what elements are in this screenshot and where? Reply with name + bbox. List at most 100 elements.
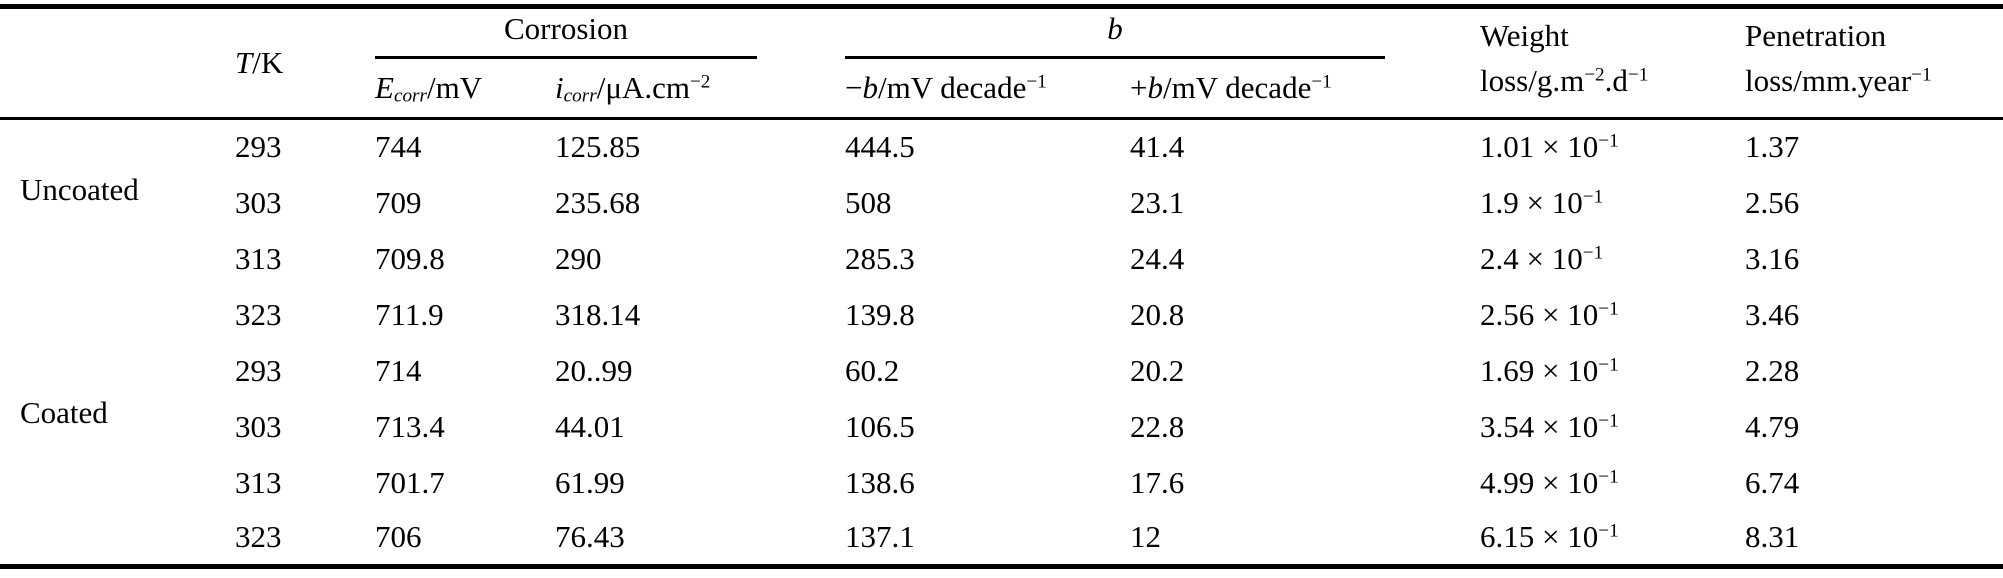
- cell-weight-loss: 1.9 × 10−1: [1480, 175, 1745, 231]
- weight-exponent: −1: [1598, 520, 1619, 542]
- header-penetration-loss: Penetration loss/mm.year−1: [1745, 6, 2003, 120]
- cell-temperature: 303: [235, 184, 282, 220]
- corrosion-group-underline: Corrosion: [375, 11, 757, 59]
- cell-ecorr: 709.8: [375, 240, 445, 276]
- cell-positive-b: 12: [1130, 519, 1161, 555]
- header-corner-empty: [0, 6, 235, 120]
- penetration-exp: −1: [1911, 64, 1932, 86]
- cell-positive-b: 20.8: [1130, 296, 1185, 332]
- cell-negative-b: 285.3: [845, 240, 915, 276]
- corrosion-results-table: T/K Corrosion b Weight loss/g.m−2.d−1 Pe…: [0, 4, 2003, 569]
- weight-coefficient: 1.01: [1480, 129, 1535, 165]
- weight-coefficient: 6.15: [1480, 519, 1535, 555]
- cell-ecorr: 711.9: [375, 296, 444, 332]
- weight-exponent: −1: [1598, 297, 1619, 319]
- cell-temperature: 303: [235, 408, 282, 444]
- cell-temperature: 313: [235, 240, 282, 276]
- weight-coefficient: 4.99: [1480, 464, 1535, 500]
- cell-negative-b: 106.5: [845, 408, 915, 444]
- weight-coefficient: 3.54: [1480, 408, 1535, 444]
- cell-negative-b: 138.6: [845, 464, 915, 500]
- cell-temperature: 293: [235, 352, 282, 388]
- cell-icorr: 61.99: [555, 464, 625, 500]
- negative-b-exponent: −1: [1026, 71, 1047, 93]
- cell-icorr: 44.01: [555, 408, 625, 444]
- weight-exponent: −1: [1598, 409, 1619, 431]
- row-group-label-uncoated: Uncoated: [20, 172, 139, 207]
- cell-negative-b: 139.8: [845, 296, 915, 332]
- cell-icorr: 76.43: [555, 519, 625, 555]
- cell-icorr: 235.68: [555, 184, 641, 220]
- icorr-subscript: corr: [563, 85, 597, 107]
- cell-ecorr: 714: [375, 352, 422, 388]
- positive-b-exponent: −1: [1311, 71, 1332, 93]
- times-ten-notation: × 10: [1534, 296, 1599, 332]
- times-ten-notation: × 10: [1534, 408, 1599, 444]
- cell-temperature: 293: [235, 129, 282, 165]
- cell-temperature: 323: [235, 296, 282, 332]
- weight-coefficient: 2.4: [1480, 240, 1519, 276]
- row-group-label-coated: Coated: [20, 394, 108, 430]
- header-group-b: b: [845, 7, 1480, 59]
- table-body: Uncoated 293 744 125.85 444.5 41.4 1.01 …: [0, 119, 2003, 567]
- table-row: 313 701.7 61.99 138.6 17.6 4.99 × 10−1 6…: [0, 455, 2003, 511]
- cell-penetration-loss: 2.56: [1745, 184, 1800, 220]
- cell-icorr: 20..99: [555, 352, 633, 388]
- times-ten-notation: × 10: [1534, 129, 1599, 165]
- weight-exponent: −1: [1582, 241, 1604, 263]
- cell-positive-b: 20.2: [1130, 352, 1185, 388]
- table-row: 303 709 235.68 508 23.1 1.9 × 10−1 2.56: [0, 175, 2003, 231]
- weight-coefficient: 1.69: [1480, 352, 1535, 388]
- cell-positive-b: 17.6: [1130, 464, 1185, 500]
- cell-temperature: 323: [235, 519, 282, 555]
- weight-loss-line2: loss/g.m−2.d−1: [1480, 63, 1649, 98]
- cell-positive-b: 23.1: [1130, 184, 1185, 220]
- weight-coefficient: 2.56: [1480, 296, 1535, 332]
- cell-weight-loss: 3.54 × 10−1: [1480, 399, 1745, 455]
- weight-exponent: −1: [1598, 130, 1619, 152]
- header-row-subcolumns: Ecorr/mV icorr/μA.cm−2 −b/mV decade−1 +b…: [0, 58, 2003, 120]
- header-row-groups: T/K Corrosion b Weight loss/g.m−2.d−1 Pe…: [0, 6, 2003, 120]
- times-ten-notation: × 10: [1534, 352, 1599, 388]
- cell-ecorr: 701.7: [375, 464, 445, 500]
- table-row: 323 711.9 318.14 139.8 20.8 2.56 × 10−1 …: [0, 287, 2003, 343]
- weight-exponent: −1: [1598, 353, 1619, 375]
- cell-icorr: 125.85: [555, 129, 641, 165]
- cell-weight-loss: 2.56 × 10−1: [1480, 287, 1745, 343]
- cell-weight-loss: 2.4 × 10−1: [1480, 231, 1745, 287]
- ecorr-subscript: corr: [393, 85, 428, 107]
- cell-positive-b: 22.8: [1130, 408, 1185, 444]
- table-row: 303 713.4 44.01 106.5 22.8 3.54 × 10−1 4…: [0, 399, 2003, 455]
- b-group-underline: b: [845, 11, 1385, 59]
- header-icorr: icorr/μA.cm−2: [555, 58, 845, 120]
- cell-ecorr: 709: [375, 184, 422, 220]
- header-negative-b: −b/mV decade−1: [845, 58, 1130, 120]
- cell-penetration-loss: 1.37: [1745, 129, 1800, 165]
- cell-weight-loss: 4.99 × 10−1: [1480, 455, 1745, 511]
- cell-ecorr: 713.4: [375, 408, 445, 444]
- table-row: 313 709.8 290 285.3 24.4 2.4 × 10−1 3.16: [0, 231, 2003, 287]
- temperature-symbol: T: [235, 45, 253, 80]
- cell-ecorr: 744: [375, 129, 422, 165]
- times-ten-notation: × 10: [1534, 519, 1599, 555]
- header-temperature: T/K: [235, 6, 375, 120]
- penetration-loss-line1: Penetration: [1745, 18, 1887, 53]
- cell-negative-b: 137.1: [845, 519, 915, 555]
- weight-exponent: −1: [1598, 465, 1619, 487]
- cell-negative-b: 60.2: [845, 352, 900, 388]
- cell-penetration-loss: 6.74: [1745, 464, 1800, 500]
- times-ten-notation: × 10: [1534, 464, 1599, 500]
- cell-negative-b: 444.5: [845, 129, 915, 165]
- weight-exp-m: −2: [1584, 64, 1605, 86]
- corrosion-group-label: Corrosion: [504, 10, 628, 46]
- icorr-exponent: −2: [689, 71, 711, 93]
- header-group-corrosion: Corrosion: [375, 7, 845, 59]
- cell-positive-b: 24.4: [1130, 240, 1185, 276]
- penetration-loss-line2: loss/mm.year−1: [1745, 63, 1932, 98]
- cell-penetration-loss: 4.79: [1745, 408, 1800, 444]
- table-row: 323 706 76.43 137.1 12 6.15 × 10−1 8.31: [0, 511, 2003, 567]
- cell-penetration-loss: 8.31: [1745, 519, 1800, 555]
- times-ten-notation: × 10: [1518, 240, 1583, 276]
- table-header: T/K Corrosion b Weight loss/g.m−2.d−1 Pe…: [0, 6, 2003, 120]
- cell-ecorr: 706: [375, 519, 422, 555]
